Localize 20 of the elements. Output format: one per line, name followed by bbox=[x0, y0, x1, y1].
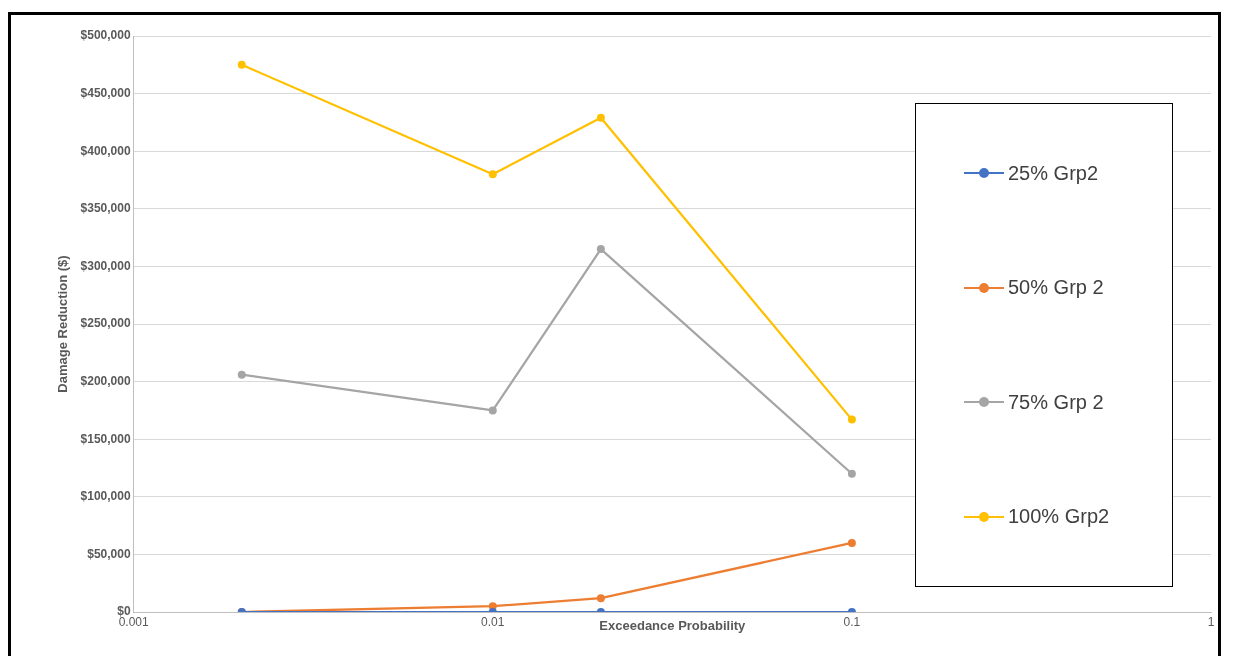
y-tick-label: $150,000 bbox=[80, 431, 131, 446]
y-tick-label: $300,000 bbox=[80, 258, 131, 273]
y-tick-label: $450,000 bbox=[80, 85, 131, 100]
y-axis-title: Damage Reduction ($) bbox=[55, 255, 71, 393]
x-tick-label: 1 bbox=[1207, 614, 1215, 629]
y-tick-label: $100,000 bbox=[80, 489, 131, 504]
y-tick-label: $0 bbox=[117, 604, 131, 619]
legend-label: 75% Grp 2 bbox=[1008, 390, 1104, 414]
legend-label: 25% Grp2 bbox=[1008, 161, 1099, 185]
y-tick-label: $250,000 bbox=[80, 316, 131, 331]
y-tick-label: $500,000 bbox=[80, 28, 131, 43]
y-tick-label: $50,000 bbox=[87, 546, 131, 561]
x-tick-label: 0.1 bbox=[843, 614, 861, 629]
x-tick-label: 0.01 bbox=[481, 614, 505, 629]
y-tick-label: $350,000 bbox=[80, 201, 131, 216]
y-tick-label: $400,000 bbox=[80, 143, 131, 158]
y-tick-label: $200,000 bbox=[80, 373, 131, 388]
x-axis-title: Exceedance Probability bbox=[599, 617, 747, 633]
legend-label: 100% Grp2 bbox=[1008, 505, 1110, 529]
legend-label: 50% Grp 2 bbox=[1008, 276, 1104, 300]
